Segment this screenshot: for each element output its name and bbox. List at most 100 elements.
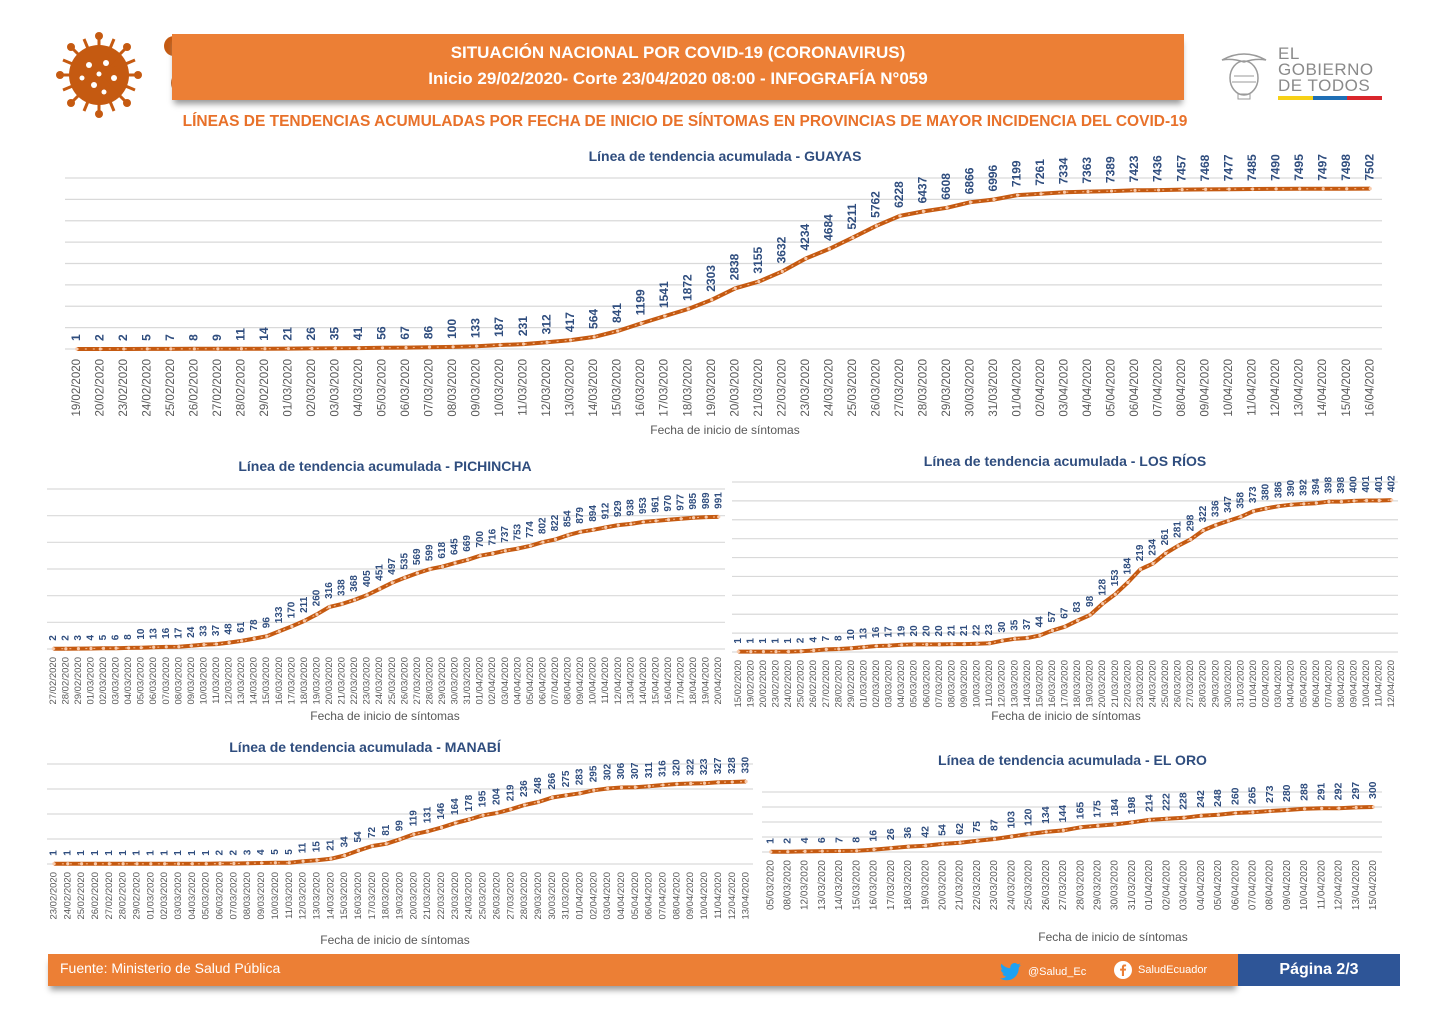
data-label: 15 [312, 841, 323, 853]
x-tick-label: 23/02/2020 [48, 872, 59, 920]
header-banner: SITUACIÓN NACIONAL POR COVID-19 (CORONAV… [172, 34, 1184, 100]
data-label: 41 [351, 326, 365, 340]
data-label: 236 [519, 780, 530, 797]
x-axis-title: Fecha de inicio de síntomas [320, 933, 470, 947]
data-point [1239, 515, 1243, 519]
data-label: 2 [796, 637, 807, 643]
data-label: 81 [381, 824, 392, 836]
gobierno-logo: EL GOBIERNO DE TODOS [1216, 44, 1396, 102]
data-point [466, 558, 470, 562]
data-label: 400 [1349, 476, 1360, 493]
data-label: 6228 [892, 181, 906, 208]
data-label: 72 [367, 826, 378, 838]
data-point [1216, 813, 1220, 817]
data-point [273, 861, 278, 865]
data-point [302, 619, 306, 623]
data-point [478, 554, 482, 558]
data-label: 295 [588, 765, 599, 782]
x-tick-label: 20/03/2020 [937, 860, 948, 910]
data-point [453, 561, 457, 565]
data-point [52, 862, 56, 866]
data-point [1320, 806, 1324, 810]
data-label: 1 [49, 850, 60, 856]
x-tick-label: 25/03/2020 [847, 359, 859, 417]
data-label: 61 [236, 621, 247, 633]
data-label: 386 [1273, 481, 1284, 498]
data-label: 327 [713, 757, 724, 774]
x-tick-label: 03/04/2020 [1059, 359, 1071, 417]
data-point [566, 533, 570, 537]
x-tick-label: 11/03/2020 [984, 660, 995, 707]
x-tick-label: 16/03/2020 [353, 872, 364, 920]
data-point [849, 646, 853, 650]
data-point [1113, 822, 1117, 826]
data-point [874, 644, 879, 648]
data-label: 7 [163, 334, 177, 341]
data-point [164, 645, 168, 649]
data-label: 7199 [1010, 160, 1024, 187]
x-tick-label: 06/03/2020 [921, 660, 932, 708]
data-point [1268, 809, 1272, 813]
data-point [89, 646, 93, 651]
data-point [315, 612, 319, 616]
x-tick-label: 27/03/2020 [1058, 860, 1069, 910]
data-label: 401 [1374, 475, 1385, 492]
data-label: 322 [1198, 505, 1209, 522]
data-point [378, 587, 382, 591]
data-label: 266 [547, 772, 558, 789]
data-label: 645 [450, 538, 461, 555]
data-label: 261 [1160, 528, 1171, 545]
x-tick-label: 01/04/2020 [574, 872, 585, 920]
data-point [872, 848, 876, 852]
data-point [189, 644, 193, 648]
x-tick-label: 03/04/2020 [602, 872, 613, 920]
logo-line-1: EL [1278, 44, 1300, 63]
x-tick-label: 26/03/2020 [399, 657, 410, 705]
data-label: 894 [588, 505, 599, 522]
data-label: 178 [464, 794, 475, 811]
data-point [606, 786, 610, 791]
data-label: 144 [1057, 805, 1069, 823]
data-point [1063, 625, 1067, 629]
x-tick-label: 26/02/2020 [808, 660, 819, 708]
data-label: 328 [727, 757, 738, 774]
facebook-page[interactable]: SaludEcuador [1114, 961, 1207, 979]
data-point [122, 347, 126, 351]
page-indicator: Página 2/3 [1238, 954, 1400, 986]
x-tick-label: 12/03/2020 [298, 872, 309, 920]
data-label: 20 [909, 625, 920, 637]
data-label: 248 [533, 777, 544, 794]
x-tick-label: 09/04/2020 [575, 657, 586, 705]
data-label: 5211 [845, 203, 859, 229]
data-point [107, 862, 111, 866]
x-tick-label: 20/03/2020 [324, 657, 335, 705]
data-label: 260 [1229, 787, 1241, 805]
x-tick-label: 15/03/2020 [1034, 660, 1045, 708]
data-point [398, 837, 402, 841]
x-tick-label: 06/04/2020 [537, 657, 548, 705]
data-label: 4 [808, 636, 819, 642]
data-label: 128 [1097, 579, 1108, 596]
x-tick-label: 05/03/2020 [201, 872, 212, 920]
virus-large-icon [56, 32, 142, 118]
data-point [357, 346, 361, 350]
data-point [474, 344, 479, 348]
x-tick-label: 14/03/2020 [325, 872, 336, 920]
chart-guayas: Línea de tendencia acumulada - GUAYAS Fe… [65, 148, 1385, 443]
x-tick-label: 13/03/2020 [311, 872, 322, 920]
x-tick-label: 09/04/2020 [1200, 359, 1212, 417]
data-point [1062, 190, 1067, 194]
data-label: 33 [199, 625, 210, 637]
data-label: 6996 [986, 164, 1000, 191]
data-point [1390, 498, 1394, 502]
data-point [439, 825, 444, 830]
x-tick-label: 10/03/2020 [494, 359, 506, 417]
chart-plot-svg: 2 27/02/2020 2 28/02/2020 3 29/02/2020 4 01/03/… [47, 488, 725, 705]
x-tick-label: 27/02/2020 [821, 660, 832, 708]
twitter-handle[interactable]: @Salud_Ec [1000, 963, 1086, 981]
data-point [716, 780, 720, 784]
data-point [528, 544, 532, 548]
x-tick-label: 19/03/2020 [706, 359, 718, 417]
x-tick-label: 27/03/2020 [412, 657, 423, 705]
x-tick-label: 17/03/2020 [367, 872, 378, 920]
